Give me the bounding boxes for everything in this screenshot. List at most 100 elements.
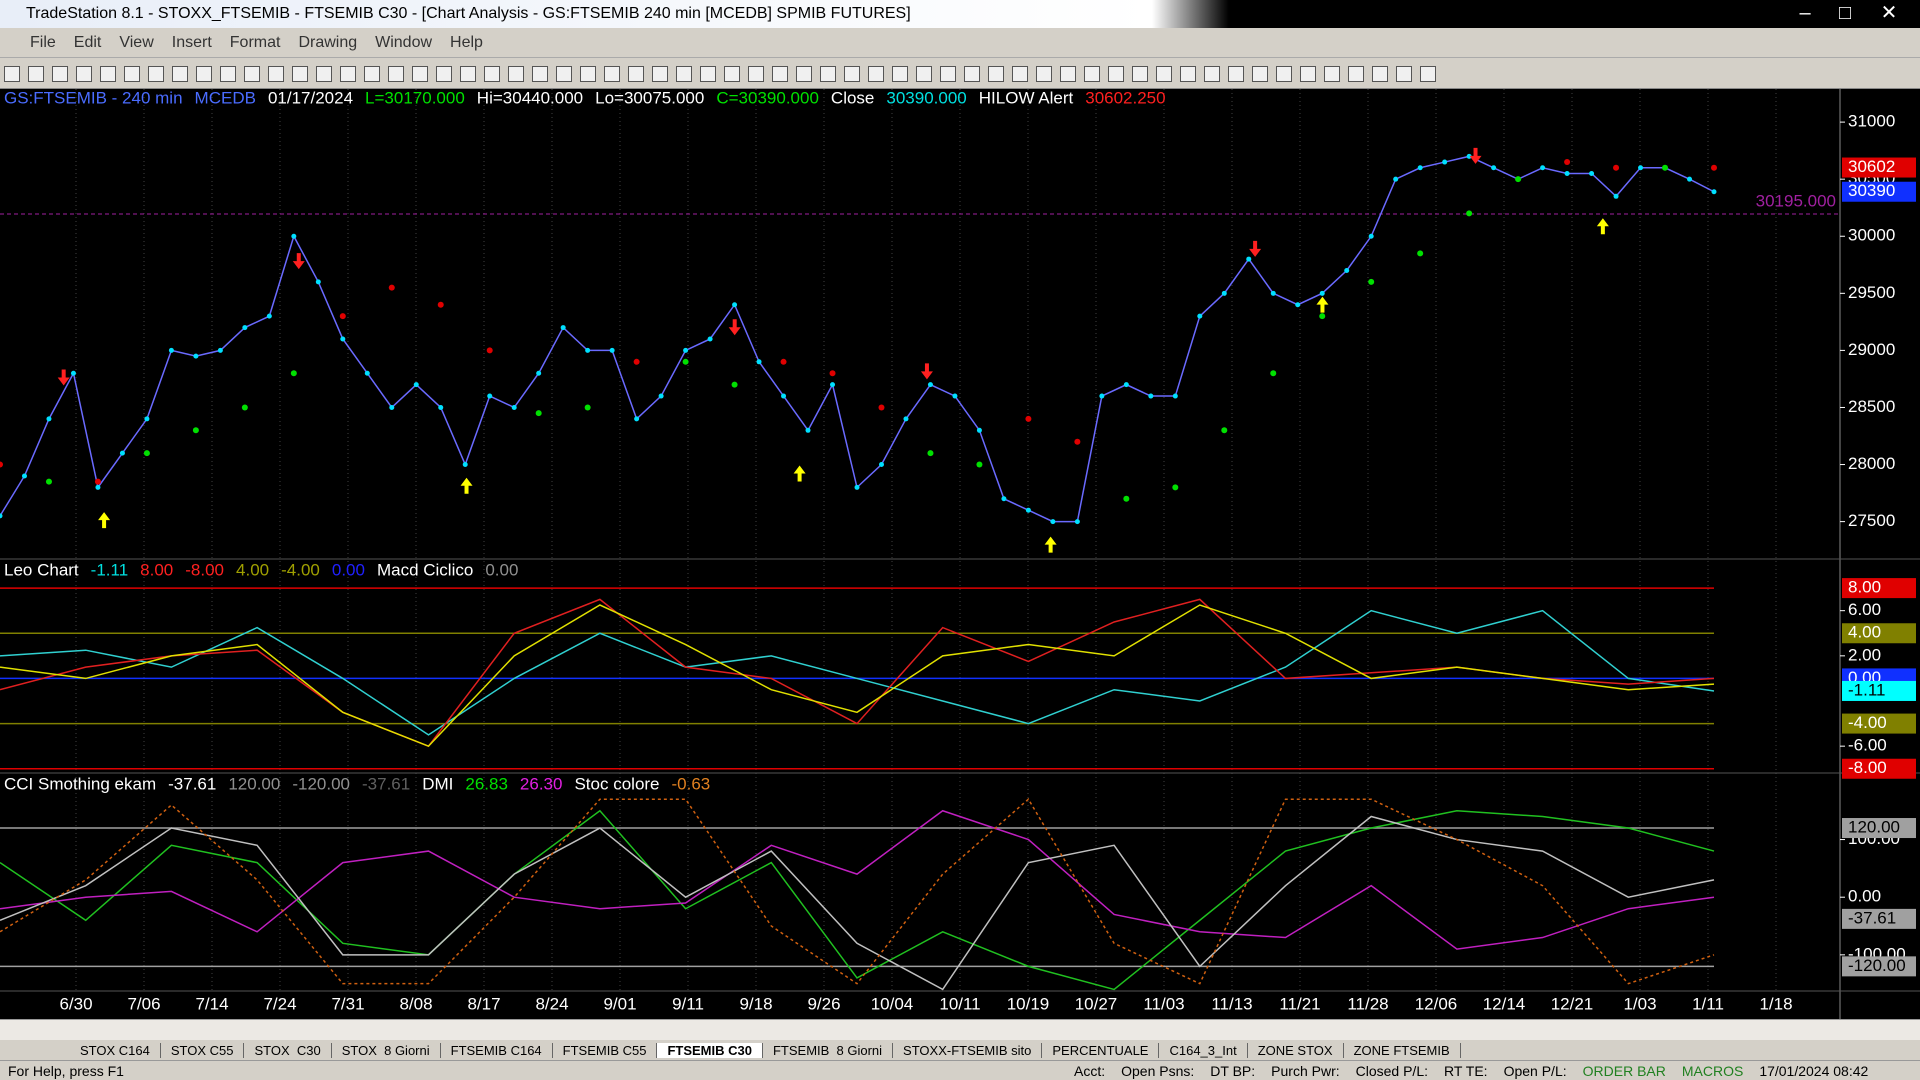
legend-text: -8.00 xyxy=(185,560,224,579)
sheet-tab[interactable]: STOX C30 xyxy=(244,1042,332,1058)
menu-item[interactable]: Format xyxy=(229,33,281,51)
menu-item[interactable]: Insert xyxy=(171,33,212,51)
sheet-tab[interactable]: STOXX-FTSEMIB sito xyxy=(893,1042,1043,1058)
toolbar-button[interactable] xyxy=(940,66,956,82)
price-point xyxy=(266,313,272,319)
sheet-tab[interactable]: FTSEMIB C55 xyxy=(553,1042,658,1058)
legend-text: -120.00 xyxy=(292,774,350,793)
toolbar-button[interactable] xyxy=(172,66,188,82)
toolbar-button[interactable] xyxy=(1012,66,1028,82)
menu-item[interactable]: Window xyxy=(375,33,433,51)
toolbar-button[interactable] xyxy=(748,66,764,82)
toolbar-button[interactable] xyxy=(76,66,92,82)
maximize-button[interactable]: □ xyxy=(1838,2,1852,24)
y-tick-label: 29500 xyxy=(1848,283,1895,302)
title-bar: TradeStation 8.1 - STOXX_FTSEMIB - FTSEM… xyxy=(0,0,1920,28)
average-dot xyxy=(633,358,640,365)
toolbar-button[interactable] xyxy=(52,66,68,82)
toolbar-button[interactable] xyxy=(892,66,908,82)
menu-item[interactable]: View xyxy=(119,33,154,51)
toolbar-button[interactable] xyxy=(460,66,476,82)
sheet-tab[interactable]: ZONE STOX xyxy=(1248,1042,1344,1058)
sheet-tab[interactable]: ZONE FTSEMIB xyxy=(1344,1042,1461,1058)
value-marker xyxy=(1842,818,1916,839)
toolbar-button[interactable] xyxy=(1396,66,1412,82)
toolbar-button[interactable] xyxy=(124,66,140,82)
sheet-tab[interactable]: PERCENTUALE xyxy=(1042,1042,1160,1058)
average-dot xyxy=(1123,495,1130,502)
toolbar-button[interactable] xyxy=(532,66,548,82)
toolbar-button[interactable] xyxy=(508,66,524,82)
sheet-tab[interactable]: C164_3_Int xyxy=(1159,1042,1248,1058)
toolbar-button[interactable] xyxy=(1420,66,1436,82)
toolbar-button[interactable] xyxy=(340,66,356,82)
menu-item[interactable]: File xyxy=(30,33,56,51)
minimize-button[interactable]: – xyxy=(1799,2,1811,24)
sheet-tab[interactable]: STOX C55 xyxy=(161,1042,245,1058)
toolbar-button[interactable] xyxy=(1300,66,1316,82)
toolbar-button[interactable] xyxy=(676,66,692,82)
toolbar-button[interactable] xyxy=(1180,66,1196,82)
menu-item[interactable]: Help xyxy=(450,33,483,51)
close-button[interactable]: ✕ xyxy=(1880,2,1898,24)
toolbar-button[interactable] xyxy=(964,66,980,82)
price-point xyxy=(976,427,982,433)
scrollbar[interactable] xyxy=(0,1019,1920,1040)
toolbar-button[interactable] xyxy=(1060,66,1076,82)
toolbar-button[interactable] xyxy=(556,66,572,82)
menu-item[interactable]: Drawing xyxy=(298,33,358,51)
toolbar-button[interactable] xyxy=(844,66,860,82)
toolbar-button[interactable] xyxy=(1324,66,1340,82)
toolbar-button[interactable] xyxy=(724,66,740,82)
toolbar-button[interactable] xyxy=(988,66,1004,82)
toolbar-button[interactable] xyxy=(4,66,20,82)
sheet-tab[interactable]: FTSEMIB C164 xyxy=(441,1042,553,1058)
toolbar-button[interactable] xyxy=(604,66,620,82)
series-line xyxy=(0,815,1715,991)
toolbar-button[interactable] xyxy=(268,66,284,82)
price-point xyxy=(1711,189,1717,195)
toolbar-button[interactable] xyxy=(244,66,260,82)
toolbar-button[interactable] xyxy=(1084,66,1100,82)
toolbar-button[interactable] xyxy=(196,66,212,82)
toolbar-button[interactable] xyxy=(436,66,452,82)
sheet-tab[interactable]: FTSEMIB C30 xyxy=(657,1042,763,1058)
sheet-tab[interactable]: STOX 8 Giorni xyxy=(332,1042,441,1058)
toolbar-button[interactable] xyxy=(628,66,644,82)
toolbar-button[interactable] xyxy=(1372,66,1388,82)
price-point xyxy=(878,462,884,468)
toolbar-button[interactable] xyxy=(292,66,308,82)
toolbar-button[interactable] xyxy=(820,66,836,82)
toolbar-button[interactable] xyxy=(772,66,788,82)
toolbar-button[interactable] xyxy=(364,66,380,82)
toolbar-button[interactable] xyxy=(580,66,596,82)
toolbar-button[interactable] xyxy=(1276,66,1292,82)
toolbar-button[interactable] xyxy=(868,66,884,82)
toolbar-button[interactable] xyxy=(700,66,716,82)
toolbar-button[interactable] xyxy=(796,66,812,82)
toolbar-button[interactable] xyxy=(1108,66,1124,82)
sheet-tab[interactable]: FTSEMIB 8 Giorni xyxy=(763,1042,894,1058)
toolbar-button[interactable] xyxy=(28,66,44,82)
toolbar-button[interactable] xyxy=(220,66,236,82)
sheet-tab[interactable]: STOX C164 xyxy=(70,1042,161,1058)
price-point xyxy=(21,473,27,479)
toolbar-button[interactable] xyxy=(316,66,332,82)
toolbar-button[interactable] xyxy=(1036,66,1052,82)
toolbar-button[interactable] xyxy=(1348,66,1364,82)
toolbar-button[interactable] xyxy=(916,66,932,82)
toolbar-button[interactable] xyxy=(652,66,668,82)
toolbar-button[interactable] xyxy=(1252,66,1268,82)
toolbar-button[interactable] xyxy=(100,66,116,82)
menu-item[interactable]: Edit xyxy=(73,33,102,51)
toolbar-button[interactable] xyxy=(1132,66,1148,82)
toolbar-button[interactable] xyxy=(484,66,500,82)
toolbar-button[interactable] xyxy=(1156,66,1172,82)
toolbar-button[interactable] xyxy=(148,66,164,82)
toolbar-button[interactable] xyxy=(1228,66,1244,82)
average-dot xyxy=(1074,438,1081,445)
toolbar-button[interactable] xyxy=(1204,66,1220,82)
x-tick-label: 1/03 xyxy=(1623,994,1656,1013)
toolbar-button[interactable] xyxy=(412,66,428,82)
toolbar-button[interactable] xyxy=(388,66,404,82)
